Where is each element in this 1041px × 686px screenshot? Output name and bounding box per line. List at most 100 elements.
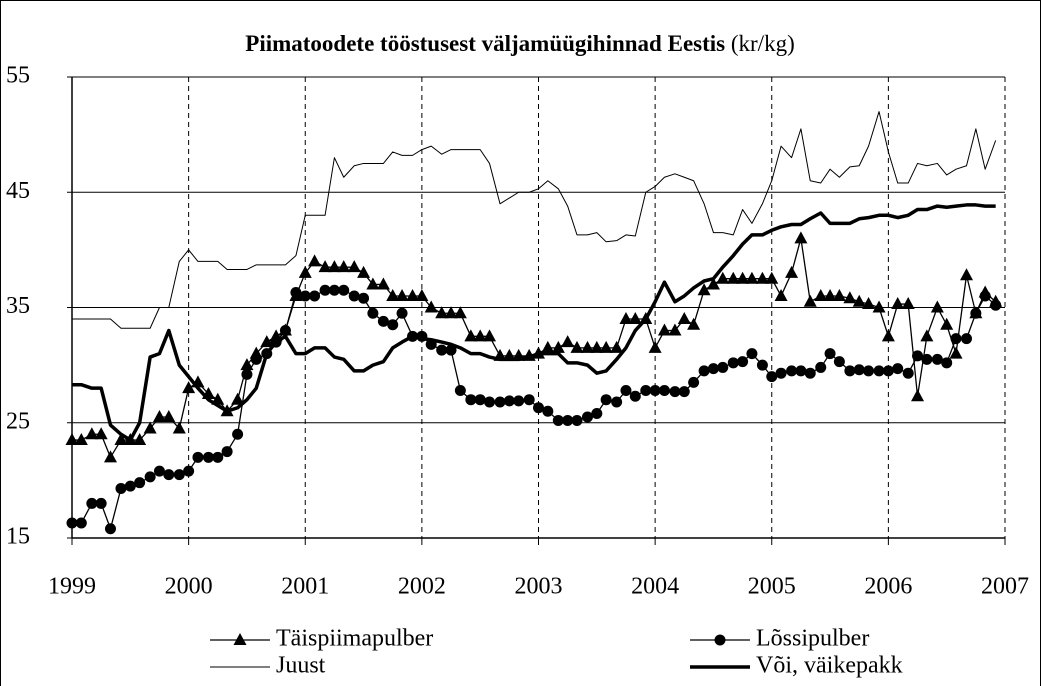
marker-circle	[533, 402, 544, 414]
marker-circle	[941, 357, 953, 369]
marker-triangle	[891, 297, 905, 310]
marker-circle	[232, 428, 244, 440]
marker-circle	[698, 365, 710, 377]
marker-triangle	[677, 312, 691, 325]
marker-circle	[202, 451, 214, 463]
marker-circle	[961, 333, 973, 345]
marker-circle	[173, 469, 185, 481]
marker-circle	[804, 367, 816, 379]
marker-triangle	[94, 427, 108, 440]
marker-triangle	[823, 288, 837, 301]
marker-triangle	[832, 288, 846, 301]
marker-triangle	[143, 421, 157, 434]
marker-triangle	[386, 288, 400, 301]
marker-circle	[309, 290, 321, 302]
marker-circle	[115, 482, 127, 494]
marker-triangle	[930, 300, 944, 313]
marker-circle	[367, 307, 379, 319]
marker-triangle	[327, 260, 341, 273]
marker-triangle	[949, 346, 963, 359]
marker-circle	[786, 365, 798, 377]
marker-circle	[503, 395, 515, 407]
marker-circle	[348, 290, 360, 302]
marker-circle	[299, 290, 311, 302]
marker-circle	[377, 315, 389, 327]
marker-triangle	[765, 271, 779, 284]
marker-circle	[756, 359, 768, 371]
marker-circle	[892, 363, 904, 375]
marker-triangle	[814, 288, 828, 301]
x-tick-label: 2001	[281, 574, 329, 600]
marker-triangle	[561, 335, 575, 348]
x-tick-label: 1999	[48, 574, 96, 600]
marker-circle	[474, 394, 486, 406]
marker-circle	[737, 356, 749, 368]
marker-triangle	[133, 433, 147, 446]
marker-triangle	[551, 340, 565, 353]
marker-triangle	[580, 340, 594, 353]
legend-label: Täispiimapulber	[276, 626, 433, 652]
marker-circle	[990, 299, 1002, 311]
marker-circle	[766, 371, 778, 383]
marker-triangle	[599, 340, 613, 353]
marker-triangle	[619, 312, 633, 325]
marker-circle	[338, 284, 350, 296]
marker-triangle	[376, 277, 390, 290]
marker-circle	[290, 287, 302, 299]
series-line	[72, 111, 997, 329]
marker-circle	[863, 365, 875, 377]
marker-triangle	[395, 288, 409, 301]
marker-circle	[494, 396, 506, 408]
x-tick-label: 2005	[748, 574, 796, 600]
legend-label: Või, väikepakk	[756, 653, 903, 679]
marker-triangle	[464, 329, 478, 342]
marker-circle	[562, 414, 574, 426]
marker-triangle	[755, 271, 769, 284]
marker-circle	[717, 361, 729, 373]
marker-circle	[678, 386, 690, 398]
marker-triangle	[628, 312, 642, 325]
series-line	[72, 203, 996, 442]
marker-triangle	[318, 260, 332, 273]
y-tick-label: 15	[6, 524, 30, 550]
marker-circle	[95, 497, 107, 509]
marker-triangle	[172, 421, 186, 434]
marker-triangle	[668, 323, 682, 336]
marker-circle	[212, 451, 224, 463]
marker-circle	[319, 284, 331, 296]
marker-circle	[183, 465, 195, 477]
marker-triangle	[648, 340, 662, 353]
marker-circle	[591, 408, 603, 420]
marker-triangle	[736, 271, 750, 284]
marker-circle	[153, 465, 165, 477]
marker-triangle	[453, 306, 467, 319]
marker-circle	[912, 350, 924, 362]
marker-circle	[950, 333, 962, 345]
marker-circle	[611, 396, 623, 408]
marker-circle	[844, 365, 856, 377]
marker-circle	[75, 517, 87, 529]
marker-circle	[387, 319, 399, 331]
marker-triangle	[473, 329, 487, 342]
y-tick-label: 45	[6, 178, 30, 204]
marker-triangle	[435, 306, 449, 319]
chart-title: Piimatoodete tööstusest väljamüügihinnad…	[245, 31, 794, 56]
marker-triangle	[74, 433, 88, 446]
marker-triangle	[444, 306, 458, 319]
marker-triangle	[570, 340, 584, 353]
marker-triangle	[862, 297, 876, 310]
marker-triangle	[716, 271, 730, 284]
marker-triangle	[852, 294, 866, 307]
marker-circle	[833, 356, 845, 368]
marker-circle	[640, 384, 652, 396]
marker-triangle	[911, 389, 925, 402]
marker-triangle	[901, 297, 915, 310]
marker-triangle	[415, 288, 429, 301]
marker-circle	[328, 284, 340, 296]
marker-triangle	[366, 277, 380, 290]
marker-circle	[970, 307, 982, 319]
x-tick-label: 2004	[631, 574, 679, 600]
y-tick-label: 25	[6, 408, 30, 434]
marker-triangle	[794, 231, 808, 244]
marker-circle	[669, 386, 681, 398]
